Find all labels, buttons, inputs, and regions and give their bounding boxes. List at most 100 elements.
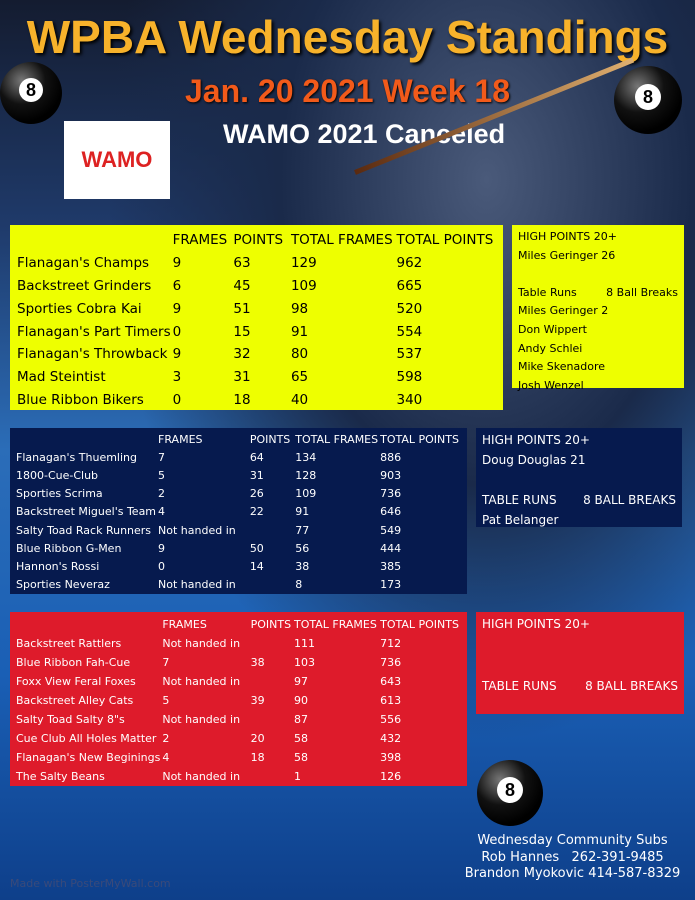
cell: 432 [380, 732, 402, 745]
cell: 39 [250, 694, 265, 707]
cell: 20 [250, 732, 265, 745]
standings-table: FRAMES POINTS TOTAL FRAMES TOTAL POINTS Flan… [17, 229, 496, 411]
table-row: Backstreet Alley Cats 5 39 90 613 [16, 691, 461, 710]
cell: Not handed in [162, 770, 241, 783]
team-name: 1800-Cue-Club [16, 468, 99, 482]
table-row: Blue Ribbon G-Men 9 50 56 444 [16, 539, 461, 557]
table-row: Backstreet Miguel's Team 4 22 91 646 [16, 503, 461, 521]
cell: 63 [233, 255, 251, 272]
header-row: FRAMES POINTS TOTAL FRAMES TOTAL POINTS [16, 615, 461, 634]
cell: 0 [172, 391, 182, 408]
cell: 40 [290, 391, 309, 408]
table-row: Flanagan's Part Timers 0 15 91 554 [17, 320, 496, 343]
cell: 554 [396, 323, 423, 340]
table-row: Flanagan's Champs 9 63 129 962 [17, 252, 496, 275]
cell: 173 [380, 578, 402, 592]
column-header: POINTS [233, 232, 284, 249]
division3-table: FRAMES POINTS TOTAL FRAMES TOTAL POINTS Back… [10, 612, 467, 786]
table-row: Backstreet Rattlers Not handed in 111 712 [16, 634, 461, 653]
cell: 97 [293, 675, 308, 688]
cell: 962 [396, 255, 423, 272]
table-row: Flanagan's Throwback 9 32 80 537 [17, 343, 496, 366]
team-name: Flanagan's Part Timers [17, 323, 171, 340]
table-run-player: Miles Geringer 2 [518, 304, 609, 318]
cell: 665 [396, 277, 423, 294]
table-runs-label: Table Runs [518, 285, 577, 299]
cell: 80 [290, 346, 309, 363]
table-row: Sporties Neveraz Not handed in 8 173 [16, 576, 461, 594]
cell: 5 [158, 468, 166, 482]
standings-table: FRAMES POINTS TOTAL FRAMES TOTAL POINTS Flan… [16, 430, 461, 594]
table-row: Backstreet Grinders 6 45 109 665 [17, 275, 496, 298]
cell: 87 [293, 713, 308, 726]
table-row: Mad Steintist 3 31 65 598 [17, 366, 496, 389]
cell: 32 [233, 346, 251, 363]
table-row: 1800-Cue-Club 5 31 128 903 [16, 466, 461, 484]
cell: 4 [158, 505, 166, 519]
cell: 22 [249, 505, 264, 519]
column-header: TOTAL FRAMES [293, 618, 377, 631]
cell: 50 [249, 541, 264, 555]
cell: 736 [380, 656, 402, 669]
cell: 2 [158, 487, 166, 501]
cell: 1 [293, 770, 301, 783]
sub-contact: Brandon Myokovic 414-587-8329 [464, 866, 681, 881]
team-name: Foxx View Feral Foxes [16, 675, 136, 688]
cell [251, 767, 294, 786]
cell: 9 [158, 541, 166, 555]
eight-ball-icon: 8 [477, 760, 543, 826]
team-name: The Salty Beans [16, 770, 105, 783]
team-name: Flanagan's Thuemling [16, 450, 137, 464]
division3-highlights: HIGH POINTS 20+ TABLE RUNS 8 BALL BREAKS [476, 612, 684, 714]
column-header: FRAMES [172, 232, 228, 249]
cell: 385 [380, 559, 402, 573]
division2-highlights: HIGH POINTS 20+ Doug Douglas 21 TABLE RU… [476, 428, 682, 527]
cell: 14 [249, 559, 264, 573]
column-header: POINTS [249, 432, 291, 446]
cell: 340 [396, 391, 423, 408]
cell: 51 [233, 300, 251, 317]
cell: 58 [293, 732, 308, 745]
team-name: Blue Ribbon G-Men [16, 541, 122, 555]
team-name: Salty Toad Rack Runners [16, 523, 152, 537]
column-header [16, 430, 158, 448]
cell: 38 [250, 656, 265, 669]
cell: 103 [293, 656, 315, 669]
cell: Not handed in [158, 578, 236, 592]
cell: 91 [290, 323, 309, 340]
cell [250, 521, 295, 539]
table-row: Salty Toad Rack Runners Not handed in 77 54… [16, 521, 461, 539]
cell: 9 [172, 255, 182, 272]
division1-table: FRAMES POINTS TOTAL FRAMES TOTAL POINTS Flan… [10, 225, 503, 410]
column-header: TOTAL POINTS [380, 618, 459, 631]
cell: 111 [293, 637, 315, 650]
cell: 91 [295, 505, 310, 519]
column-header [17, 229, 173, 252]
column-header: TOTAL POINTS [380, 432, 459, 446]
table-row: Sporties Scrima 2 26 109 736 [16, 485, 461, 503]
eight-ball-icon: 8 [0, 62, 62, 124]
cell: 444 [380, 541, 402, 555]
high-points-label: HIGH POINTS 20+ [518, 230, 617, 243]
table-row: The Salty Beans Not handed in 1 126 [16, 767, 461, 786]
cell [251, 634, 294, 653]
high-points-player: Doug Douglas 21 [482, 453, 586, 467]
team-name: Blue Ribbon Bikers [17, 391, 144, 408]
cell: 0 [172, 323, 182, 340]
breaks-label: 8 Ball Breaks [606, 285, 678, 299]
table-run-player: Pat Belanger [482, 513, 559, 527]
cell: Not handed in [162, 713, 241, 726]
cell: 549 [380, 523, 402, 537]
cell: 598 [396, 369, 423, 386]
team-name: Backstreet Grinders [17, 277, 152, 294]
column-header: TOTAL FRAMES [295, 432, 379, 446]
cell: 9 [172, 346, 182, 363]
team-name: Blue Ribbon Fah-Cue [16, 656, 131, 669]
column-header: FRAMES [158, 432, 203, 446]
division2-table: FRAMES POINTS TOTAL FRAMES TOTAL POINTS Flan… [10, 428, 467, 594]
high-points-player: Miles Geringer 26 [518, 248, 616, 262]
team-name: Hannon's Rossi [16, 559, 100, 573]
header-row: FRAMES POINTS TOTAL FRAMES TOTAL POINTS [17, 229, 496, 252]
cell: 45 [233, 277, 251, 294]
team-name: Cue Club All Holes Matter [16, 732, 157, 745]
